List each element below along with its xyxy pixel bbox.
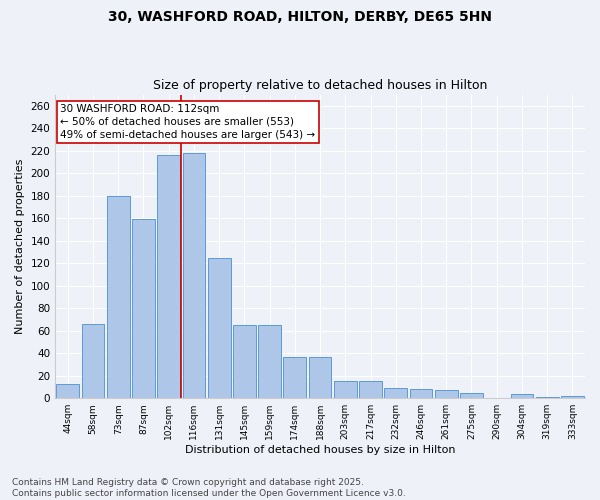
Bar: [359, 382, 382, 398]
Bar: [536, 397, 559, 398]
Bar: [561, 396, 584, 398]
Bar: [511, 394, 533, 398]
Bar: [283, 356, 306, 398]
Bar: [132, 220, 155, 398]
Y-axis label: Number of detached properties: Number of detached properties: [15, 158, 25, 334]
Bar: [56, 384, 79, 398]
Bar: [182, 153, 205, 398]
Bar: [410, 389, 433, 398]
Text: Contains HM Land Registry data © Crown copyright and database right 2025.
Contai: Contains HM Land Registry data © Crown c…: [12, 478, 406, 498]
Bar: [460, 392, 483, 398]
Title: Size of property relative to detached houses in Hilton: Size of property relative to detached ho…: [153, 79, 487, 92]
Bar: [157, 156, 180, 398]
Text: 30, WASHFORD ROAD, HILTON, DERBY, DE65 5HN: 30, WASHFORD ROAD, HILTON, DERBY, DE65 5…: [108, 10, 492, 24]
Bar: [258, 325, 281, 398]
Bar: [309, 356, 331, 398]
Bar: [233, 325, 256, 398]
X-axis label: Distribution of detached houses by size in Hilton: Distribution of detached houses by size …: [185, 445, 455, 455]
Text: 30 WASHFORD ROAD: 112sqm
← 50% of detached houses are smaller (553)
49% of semi-: 30 WASHFORD ROAD: 112sqm ← 50% of detach…: [61, 104, 316, 140]
Bar: [107, 196, 130, 398]
Bar: [82, 324, 104, 398]
Bar: [334, 382, 356, 398]
Bar: [385, 388, 407, 398]
Bar: [208, 258, 230, 398]
Bar: [435, 390, 458, 398]
